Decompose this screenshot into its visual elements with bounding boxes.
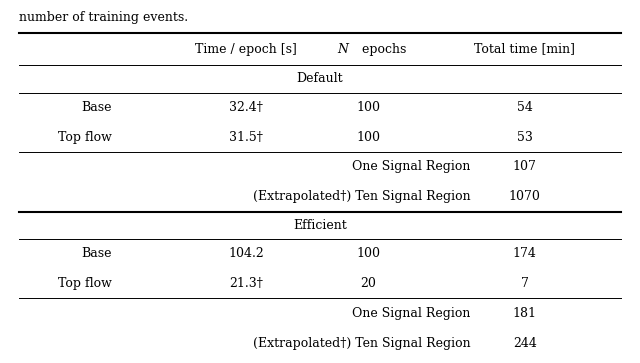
Text: 100: 100: [356, 131, 380, 144]
Text: number of training events.: number of training events.: [19, 11, 188, 24]
Text: 100: 100: [356, 101, 380, 114]
Text: 31.5†: 31.5†: [230, 131, 263, 144]
Text: Base: Base: [81, 101, 112, 114]
Text: 181: 181: [513, 307, 537, 320]
Text: 32.4†: 32.4†: [230, 101, 263, 114]
Text: 244: 244: [513, 337, 537, 350]
Text: Efficient: Efficient: [293, 219, 347, 232]
Text: 100: 100: [356, 247, 380, 260]
Text: Base: Base: [81, 247, 112, 260]
Text: 107: 107: [513, 160, 537, 174]
Text: 104.2: 104.2: [228, 247, 264, 260]
Text: 21.3†: 21.3†: [230, 277, 263, 290]
Text: 54: 54: [517, 101, 532, 114]
Text: N: N: [337, 42, 348, 56]
Text: 174: 174: [513, 247, 537, 260]
Text: Default: Default: [297, 73, 343, 85]
Text: 53: 53: [517, 131, 532, 144]
Text: Total time [min]: Total time [min]: [474, 42, 575, 56]
Text: One Signal Region: One Signal Region: [352, 307, 470, 320]
Text: (Extrapolated†) Ten Signal Region: (Extrapolated†) Ten Signal Region: [253, 337, 470, 350]
Text: Top flow: Top flow: [58, 277, 112, 290]
Text: epochs: epochs: [358, 42, 407, 56]
Text: 20: 20: [360, 277, 376, 290]
Text: Time / epoch [s]: Time / epoch [s]: [195, 42, 298, 56]
Text: (Extrapolated†) Ten Signal Region: (Extrapolated†) Ten Signal Region: [253, 190, 470, 203]
Text: 7: 7: [521, 277, 529, 290]
Text: Top flow: Top flow: [58, 131, 112, 144]
Text: One Signal Region: One Signal Region: [352, 160, 470, 174]
Text: 1070: 1070: [509, 190, 541, 203]
